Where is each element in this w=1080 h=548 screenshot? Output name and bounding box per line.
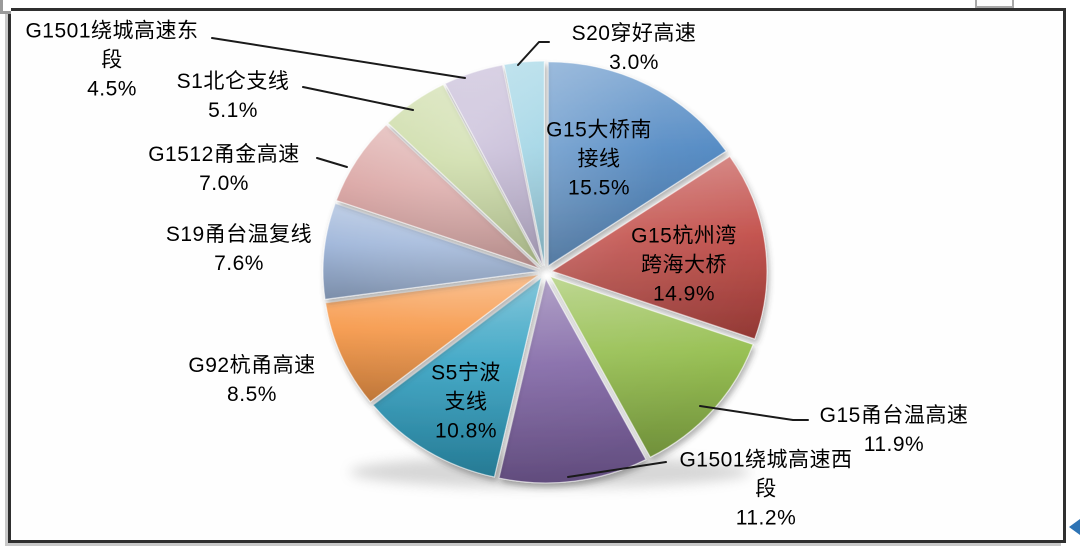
leader-line-10 (517, 41, 550, 66)
leader-line-2 (699, 405, 809, 421)
leader-line-9 (211, 37, 466, 79)
blue-arrow-fragment[interactable] (1069, 519, 1080, 535)
selection-handle-fragment (0, 0, 11, 14)
leader-line-8 (302, 86, 414, 111)
leader-line-3 (567, 461, 667, 478)
leader-line-7 (316, 157, 348, 168)
window-fragment (975, 0, 1014, 8)
